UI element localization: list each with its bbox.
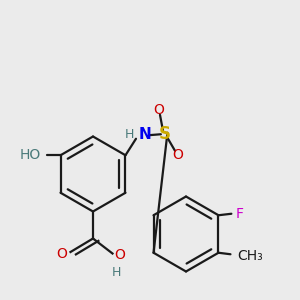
Text: O: O [114,248,125,262]
Text: O: O [172,148,183,162]
Text: S: S [158,125,170,143]
Text: O: O [153,103,164,117]
Text: H: H [111,266,121,279]
Text: O: O [56,248,67,261]
Text: CH₃: CH₃ [237,249,263,263]
Text: H: H [125,128,134,141]
Text: F: F [236,207,244,221]
Text: N: N [139,127,152,142]
Text: HO: HO [20,148,41,162]
